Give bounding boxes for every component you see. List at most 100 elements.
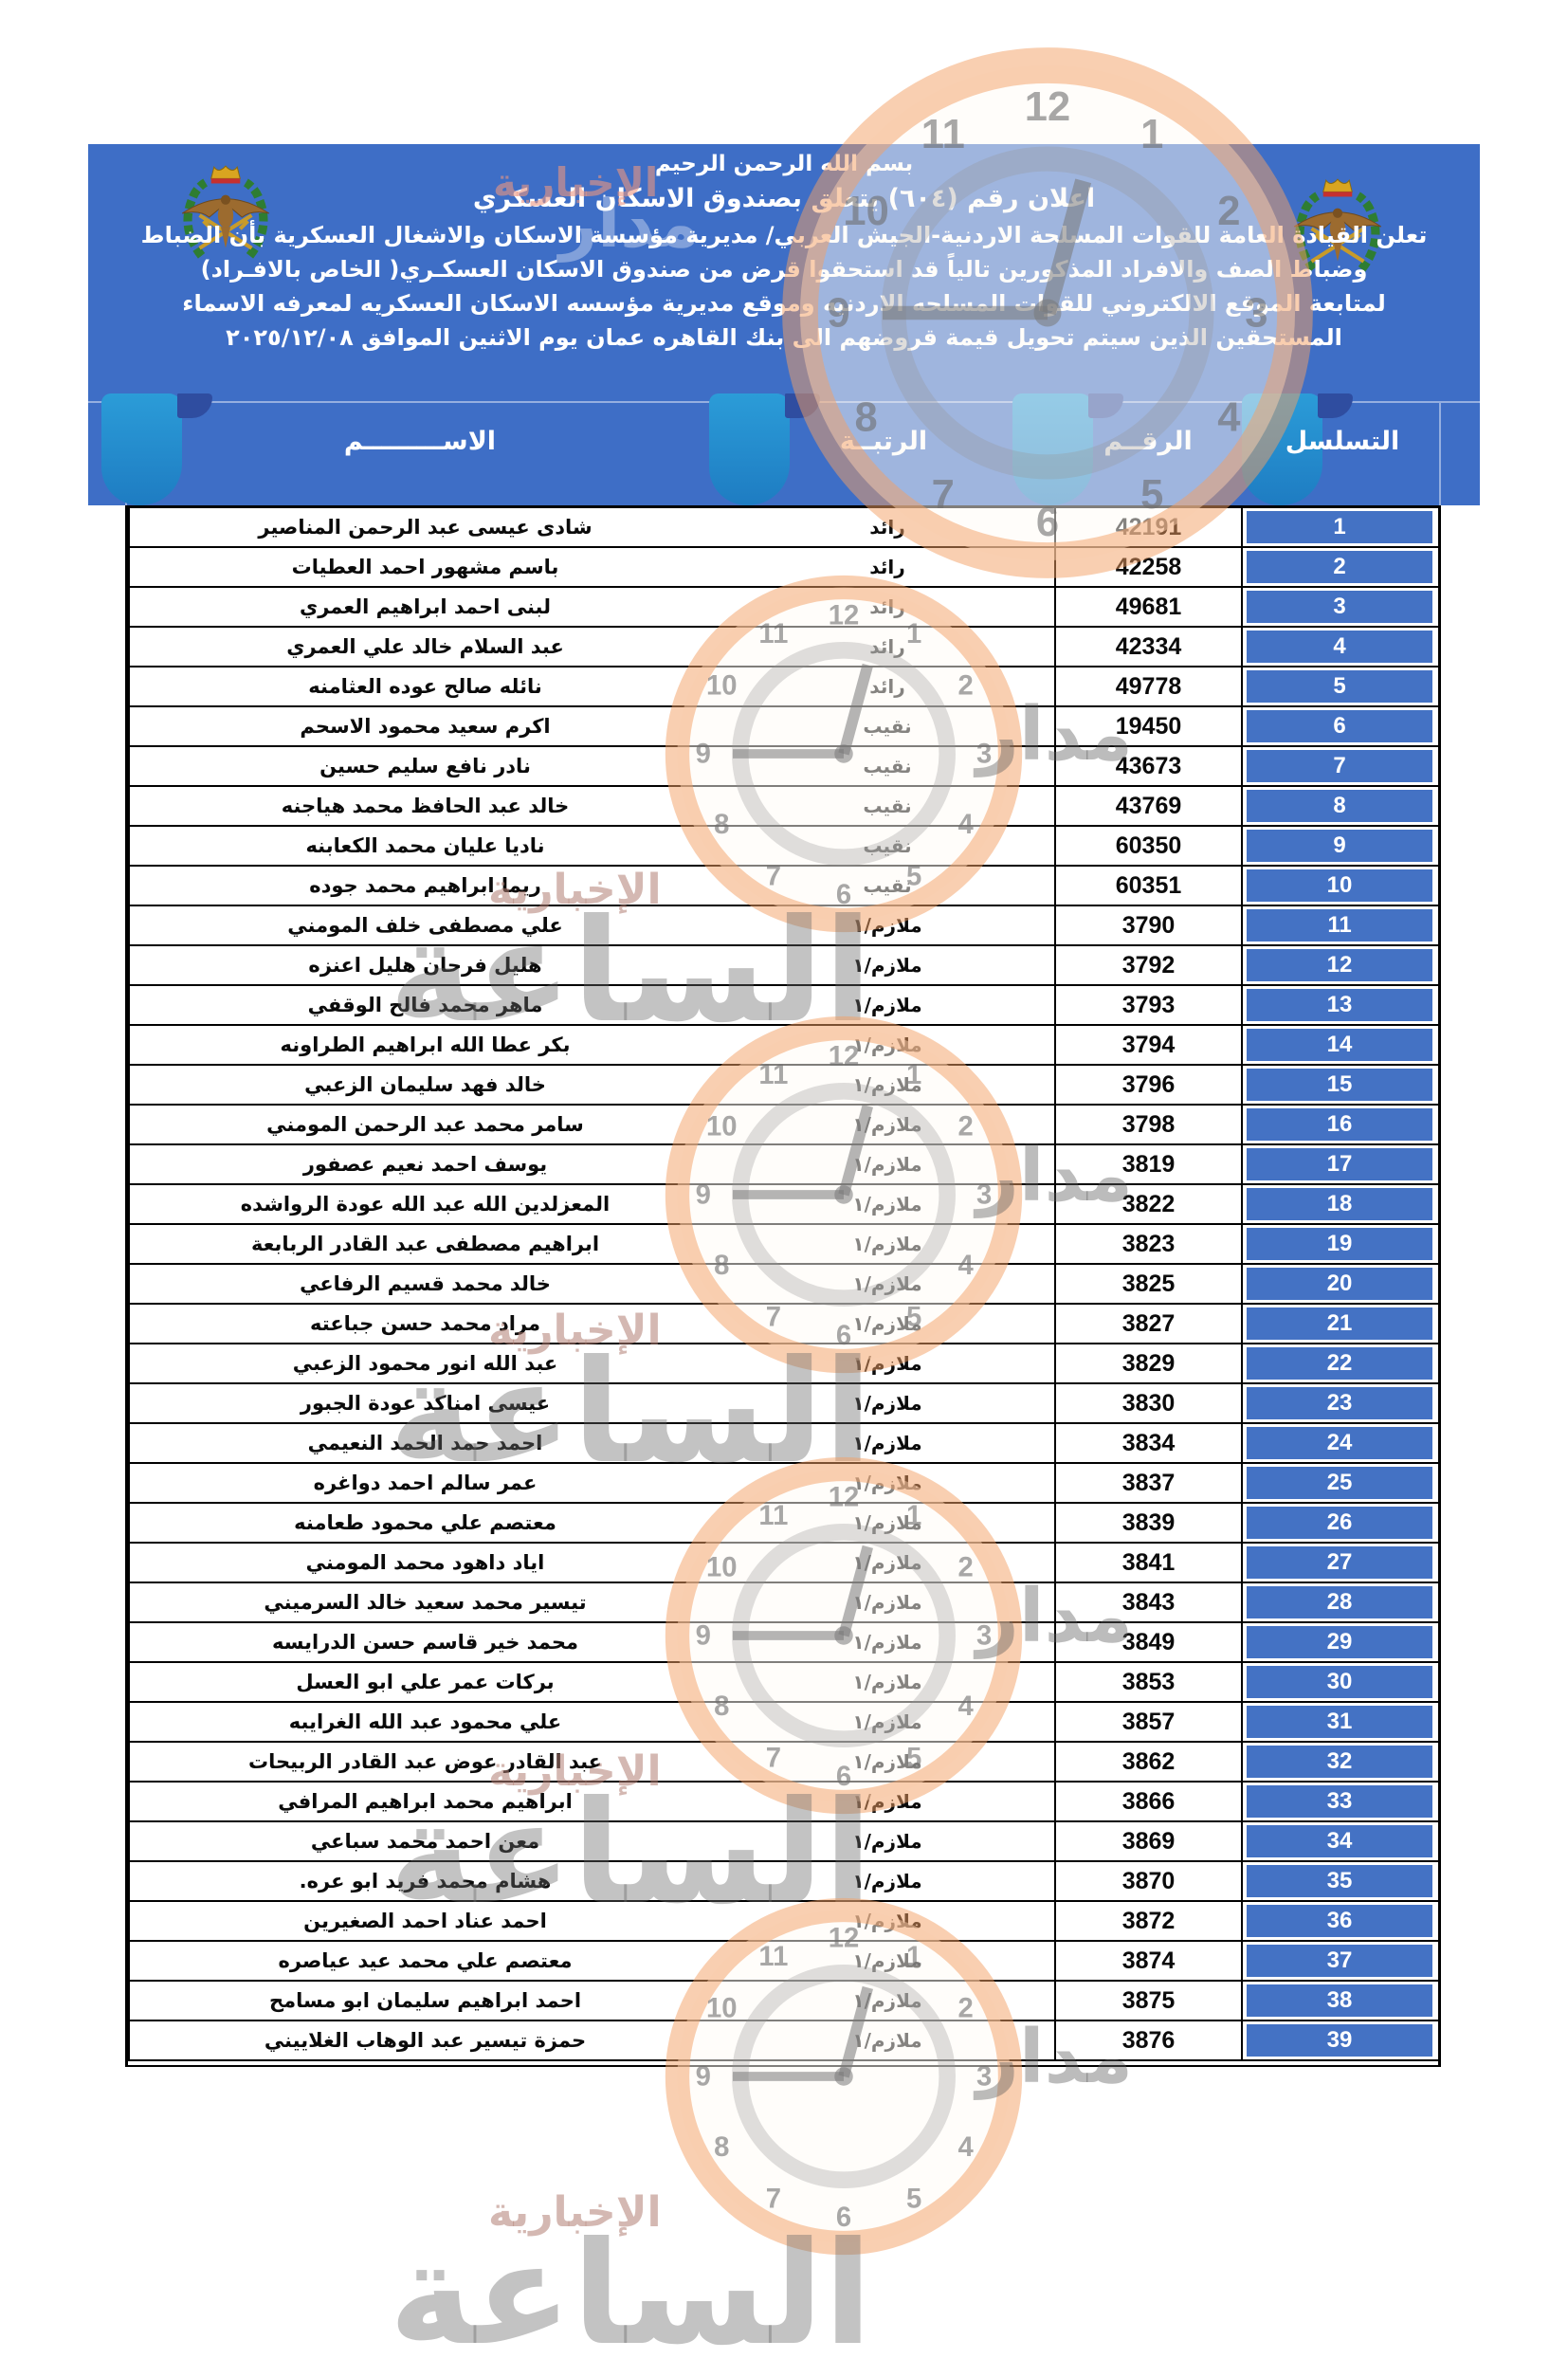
serial-cell: 18: [1243, 1185, 1438, 1223]
rank-cell: رائد: [869, 595, 905, 618]
serial-cell: 39: [1243, 2021, 1438, 2059]
serial-badge: 38: [1247, 1984, 1432, 2017]
rank-cell: نقيب: [863, 715, 912, 738]
table-row: 39 3876 ملازم/١ حمزة تيسير عبد الوهاب ال…: [128, 2021, 1438, 2061]
watermark-text: الإخبارية: [488, 2188, 662, 2237]
serial-cell: 36: [1243, 1902, 1438, 1940]
rank-cell: ملازم/١: [852, 1113, 922, 1136]
name-cell: معتصم علي محمود طعامنه: [128, 1504, 720, 1542]
rank-cell: نقيب: [863, 874, 912, 897]
serial-cell: 17: [1243, 1145, 1438, 1183]
serial-badge: 17: [1247, 1148, 1432, 1180]
serial-cell: 6: [1243, 707, 1438, 745]
serial-cell: 38: [1243, 1982, 1438, 2020]
serial-cell: 32: [1243, 1743, 1438, 1781]
rank-cell: رائد: [869, 516, 905, 539]
table-row: 9 60350 نقيب ناديا عليان محمد الكعابنه: [128, 827, 1438, 867]
serial-cell: 21: [1243, 1305, 1438, 1343]
table-row: 27 3841 ملازم/١ اياد داهود محمد المومني: [128, 1544, 1438, 1583]
serial-badge: 13: [1247, 989, 1432, 1021]
table-row: 18 3822 ملازم/١ المعزلدين الله عبد الله …: [128, 1185, 1438, 1225]
serial-badge: 31: [1247, 1706, 1432, 1738]
rank-cell: ملازم/١: [852, 1193, 922, 1216]
serial-badge: 16: [1247, 1108, 1432, 1141]
serial-cell: 35: [1243, 1862, 1438, 1900]
table-row: 6 19450 نقيب اكرم سعيد محمود الاسحم: [128, 707, 1438, 747]
rank-cell: ملازم/١: [852, 1272, 922, 1295]
number-cell: 3857: [1054, 1703, 1243, 1741]
name-cell: خالد عبد الحافظ محمد هياجنه: [128, 787, 720, 825]
serial-cell: 34: [1243, 1822, 1438, 1860]
column-header-rank: الرتبــة: [839, 427, 928, 456]
table-row: 17 3819 ملازم/١ يوسف احمد نعيم عصفور: [128, 1145, 1438, 1185]
rank-cell: ملازم/١: [852, 914, 922, 937]
number-cell: 3876: [1054, 2021, 1243, 2059]
serial-badge: 30: [1247, 1666, 1432, 1698]
name-cell: ريما ابراهيم محمد جوده: [128, 867, 720, 905]
serial-cell: 9: [1243, 827, 1438, 865]
serial-badge: 11: [1247, 909, 1432, 942]
number-cell: 3843: [1054, 1583, 1243, 1621]
rank-cell: ملازم/١: [852, 1710, 922, 1733]
table-row: 2 42258 رائد باسم مشهور احمد العطيات: [128, 548, 1438, 588]
serial-badge: 26: [1247, 1507, 1432, 1539]
number-cell: 49681: [1054, 588, 1243, 626]
number-cell: 3822: [1054, 1185, 1243, 1223]
number-cell: 60351: [1054, 867, 1243, 905]
serial-badge: 5: [1247, 670, 1432, 703]
table-row: 37 3874 ملازم/١ معتصم علي محمد عيد عياصر…: [128, 1942, 1438, 1982]
number-cell: 3830: [1054, 1384, 1243, 1422]
number-cell: 3841: [1054, 1544, 1243, 1582]
serial-cell: 8: [1243, 787, 1438, 825]
number-cell: 3796: [1054, 1066, 1243, 1104]
serial-badge: 12: [1247, 949, 1432, 981]
serial-cell: 5: [1243, 667, 1438, 705]
name-cell: خالد فهد سليمان الزعبي: [128, 1066, 720, 1104]
serial-badge: 6: [1247, 710, 1432, 742]
rank-cell: نقيب: [863, 795, 912, 817]
name-cell: علي محمود عبد الله الغرايبه: [128, 1703, 720, 1741]
rank-cell: ملازم/١: [852, 1432, 922, 1454]
rank-cell: ملازم/١: [852, 1870, 922, 1892]
name-cell: هليل فرحان هليل اعنزه: [128, 946, 720, 984]
name-cell: بكر عطا الله ابراهيم الطراونه: [128, 1026, 720, 1064]
number-cell: 3862: [1054, 1743, 1243, 1781]
name-cell: ابراهيم مصطفى عبد القادر الربابعة: [128, 1225, 720, 1263]
table-row: 28 3843 ملازم/١ تيسير محمد سعيد خالد الس…: [128, 1583, 1438, 1623]
serial-cell: 33: [1243, 1783, 1438, 1820]
rank-cell: رائد: [869, 675, 905, 698]
name-cell: المعزلدين الله عبد الله عودة الرواشده: [128, 1185, 720, 1223]
rank-cell: ملازم/١: [852, 1949, 922, 1972]
name-cell: عيسى امناكد عودة الجبور: [128, 1384, 720, 1422]
rank-cell: ملازم/١: [852, 1790, 922, 1813]
rank-cell: ملازم/١: [852, 1671, 922, 1693]
serial-badge: 9: [1247, 830, 1432, 862]
table-row: 24 3834 ملازم/١ احمد حمد الحمد النعيمي: [128, 1424, 1438, 1464]
serial-cell: 29: [1243, 1623, 1438, 1661]
serial-cell: 1: [1243, 508, 1438, 546]
rank-cell: نقيب: [863, 755, 912, 777]
rank-cell: رائد: [869, 635, 905, 658]
table-row: 30 3853 ملازم/١ بركات عمر علي ابو العسل: [128, 1663, 1438, 1703]
serial-badge: 22: [1247, 1347, 1432, 1380]
rank-cell: رائد: [869, 556, 905, 578]
column-header-name: الاســـــــــم: [343, 427, 497, 456]
table-row: 29 3849 ملازم/١ محمد خير قاسم حسن الدراي…: [128, 1623, 1438, 1663]
serial-badge: 36: [1247, 1905, 1432, 1937]
rank-cell: ملازم/١: [852, 1830, 922, 1853]
serial-cell: 7: [1243, 747, 1438, 785]
announcement-body-line3: لمتابعة الموقع الالكتروني للقوات المسلحه…: [182, 290, 1386, 317]
number-cell: 3872: [1054, 1902, 1243, 1940]
name-cell: سامر محمد عبد الرحمن المومني: [128, 1106, 720, 1143]
table-row: 31 3857 ملازم/١ علي محمود عبد الله الغرا…: [128, 1703, 1438, 1743]
serial-badge: 4: [1247, 631, 1432, 663]
table-bottom-double-line: [128, 2061, 1438, 2067]
serial-cell: 3: [1243, 588, 1438, 626]
rank-cell: ملازم/١: [852, 1551, 922, 1574]
basmala-line: بسم الله الرحمن الرحيم: [654, 152, 914, 176]
serial-badge: 24: [1247, 1427, 1432, 1459]
serial-badge: 28: [1247, 1586, 1432, 1618]
name-cell: ناديا عليان محمد الكعابنه: [128, 827, 720, 865]
serial-cell: 27: [1243, 1544, 1438, 1582]
announcement-body-line2: وضباط الصف والافراد المذكورين تالياً قد …: [200, 256, 1368, 283]
